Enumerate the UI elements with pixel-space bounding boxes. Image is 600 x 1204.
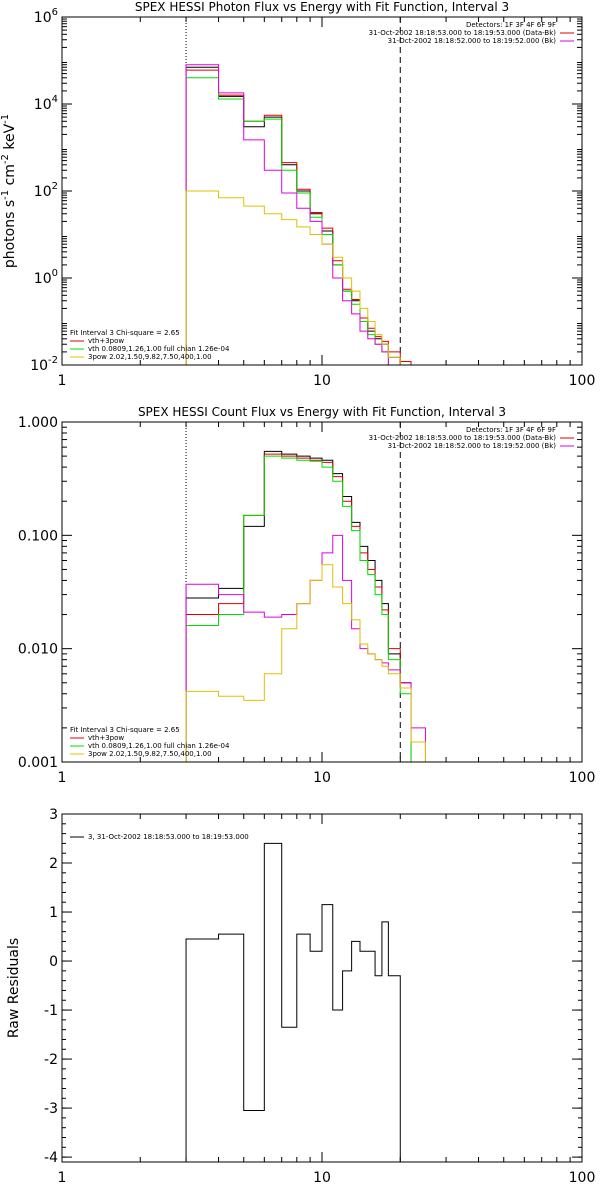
series-line-4	[185, 64, 401, 365]
series-line-5	[185, 564, 426, 762]
x-tick-label: 10	[313, 770, 331, 786]
series-group	[185, 64, 426, 365]
y-tick-label: 2	[49, 856, 58, 872]
info-text: Detectors: 1F 3F 4F 6F 9F	[466, 21, 556, 29]
y-axis-label: Raw Residuals	[6, 938, 22, 1038]
y-tick-label: -4	[44, 1150, 58, 1166]
y-tick-label: 102	[34, 181, 58, 200]
chart-title: SPEX HESSI Photon Flux vs Energy with Fi…	[135, 0, 509, 14]
y-tick-label: 0.010	[18, 642, 58, 658]
x-tick-label: 10	[313, 373, 331, 389]
y-tick-label: 1	[49, 905, 58, 921]
y-tick-label: 10-2	[30, 355, 58, 374]
y-tick-label: 0.001	[18, 755, 58, 771]
y-tick-label: -3	[44, 1101, 58, 1117]
series-line-3	[185, 77, 401, 365]
axes-frame	[61, 813, 583, 1163]
series-group	[185, 450, 426, 762]
y-tick-label: 1.000	[18, 415, 58, 431]
y-tick-label: 0.100	[18, 528, 58, 544]
x-tick-label: 100	[569, 770, 596, 786]
series-line-1	[185, 66, 426, 365]
legend-text: vth 0.0809,1.26,1.00 full chian 1.26e-04	[88, 345, 230, 353]
legend-text: Fit Interval 3 Chi-square = 2.65	[70, 726, 180, 734]
y-axis-label: photons s-1 cm-2 keV-1	[0, 114, 18, 268]
y-tick-label: -1	[44, 1003, 58, 1019]
chart-panel-1: SPEX HESSI Photon Flux vs Energy with Fi…	[0, 0, 595, 389]
series-line-1	[185, 842, 401, 1162]
legend-text: Fit Interval 3 Chi-square = 2.65	[70, 329, 180, 337]
series-line-3	[185, 455, 426, 762]
series-line-4	[185, 534, 426, 762]
x-tick-label: 100	[569, 373, 596, 389]
series-line-2	[185, 69, 426, 365]
legend-text: 3pow 2.02,1.50,9.82,7.50,400,1.00	[88, 750, 212, 758]
y-tick-label: 0	[49, 954, 58, 970]
info-text: 31-Oct-2002 18:18:53.000 to 18:19:53.000…	[369, 434, 557, 442]
y-tick-label: 106	[34, 7, 58, 26]
x-tick-label: 10	[313, 1170, 331, 1186]
x-tick-label: 1	[58, 373, 67, 389]
axes-frame	[61, 16, 583, 366]
x-tick-label: 1	[58, 1170, 67, 1186]
x-tick-label: 1	[58, 770, 67, 786]
legend-text: vth+3pow	[88, 337, 124, 345]
axes-frame	[61, 421, 583, 763]
legend-text: vth 0.0809,1.26,1.00 full chian 1.26e-04	[88, 742, 230, 750]
y-tick-label: 3	[49, 807, 58, 823]
info-text: 31-Oct-2002 18:18:52.000 to 18:19:52.000…	[388, 37, 557, 45]
x-tick-label: 100	[569, 1170, 596, 1186]
chart-panel-3: 1 10 100 -4 -3 -2 -1 0 1 2 3 Raw Residuals 3, 31-Oct…	[6, 807, 596, 1186]
y-tick-label: 104	[34, 94, 58, 113]
y-tick-label: -2	[44, 1052, 58, 1068]
chart-panel-2: SPEX HESSI Count Flux vs Energy with Fit…	[18, 405, 596, 786]
info-text: Detectors: 1F 3F 4F 6F 9F	[466, 426, 556, 434]
info-text: 31-Oct-2002 18:18:53.000 to 18:19:53.000…	[369, 29, 557, 37]
series-line-5	[185, 190, 412, 365]
legend-text: 3, 31-Oct-2002 18:18:53.000 to 18:19:53.…	[88, 833, 249, 841]
series-group	[185, 842, 401, 1162]
y-tick-label: 100	[34, 268, 58, 287]
legend-text: vth+3pow	[88, 734, 124, 742]
info-text: 31-Oct-2002 18:18:52.000 to 18:19:52.000…	[388, 442, 557, 450]
chart-title: SPEX HESSI Count Flux vs Energy with Fit…	[138, 405, 506, 419]
legend-text: 3pow 2.02,1.50,9.82,7.50,400,1.00	[88, 353, 212, 361]
